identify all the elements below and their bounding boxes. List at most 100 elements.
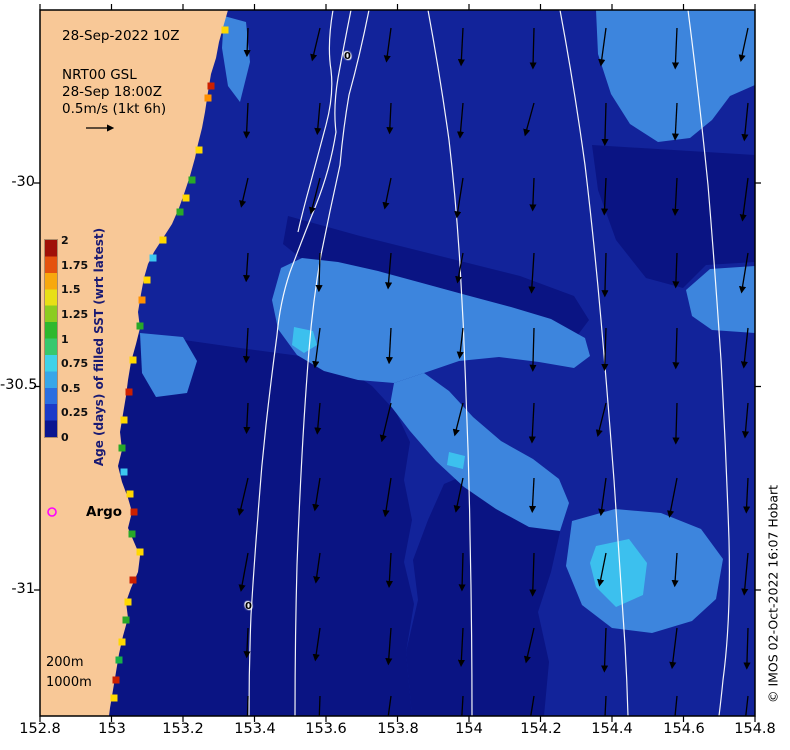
current-vector — [312, 477, 321, 512]
current-vector — [383, 27, 392, 63]
current-vector — [379, 402, 392, 443]
axis-x-tick-label: 154.6 — [663, 721, 705, 737]
timestamp-label: 28-Sep-2022 10Z — [62, 28, 180, 44]
colorbar-tick: 2 — [61, 234, 69, 247]
coastal-age-pixel — [130, 508, 138, 516]
current-vector — [741, 102, 749, 142]
current-vector — [601, 177, 609, 216]
coastal-age-pixel — [128, 530, 136, 538]
current-vector — [237, 477, 249, 516]
coastal-age-pixel — [112, 676, 120, 684]
coastal-age-pixel — [136, 548, 144, 556]
coastal-age-pixel — [126, 490, 134, 498]
current-vector — [671, 27, 680, 70]
axis-x-tick-label: 153.4 — [234, 721, 276, 737]
current-vector — [528, 477, 537, 514]
current-vector — [667, 477, 678, 518]
bathymetry-contours — [248, 10, 730, 716]
coastal-age-pixel — [136, 322, 144, 330]
current-vector — [601, 327, 609, 372]
current-vector — [601, 252, 609, 298]
argo-marker — [47, 507, 57, 517]
current-vector — [672, 327, 680, 370]
coastal-age-pixel — [195, 146, 203, 154]
current-vector — [598, 477, 607, 517]
current-vector — [457, 627, 465, 668]
credit-text: © IMOS 02-Oct-2022 16:07 Hobart — [765, 484, 781, 704]
coastal-age-pixel — [176, 208, 184, 216]
current-vector — [385, 252, 393, 290]
axis-x-tick-label: 153 — [98, 721, 126, 737]
coastal-age-pixel — [207, 82, 215, 90]
current-vector — [454, 177, 464, 219]
coastal-age-pixel — [221, 26, 229, 34]
current-vector — [739, 252, 749, 294]
coastal-age-pixel — [118, 444, 126, 452]
coastal-age-pixel — [118, 638, 126, 646]
current-vector — [312, 327, 321, 369]
current-vector — [385, 552, 393, 589]
coastal-age-pixel — [124, 598, 132, 606]
current-vector — [243, 402, 251, 435]
current-vector — [672, 402, 680, 445]
current-vector-field — [237, 27, 751, 716]
current-vector — [314, 402, 322, 435]
axis-x-tick-label: 153.8 — [377, 721, 419, 737]
axis-x-tick-label: 154.4 — [591, 721, 633, 737]
current-vector — [239, 177, 249, 208]
current-vector — [530, 695, 535, 716]
current-vector — [674, 695, 678, 716]
current-vector — [243, 27, 251, 58]
colorbar-tick: 1 — [61, 333, 69, 346]
current-vector — [740, 327, 749, 369]
current-vector — [601, 627, 609, 673]
axis-y-tick-label: -30 — [11, 174, 35, 190]
coastal-age-pixel — [125, 388, 133, 396]
axis-x-tick-label: 154 — [455, 721, 483, 737]
ocean-age-cyan-regions — [292, 327, 647, 607]
depth-label-1000m: 1000m — [46, 675, 92, 690]
current-vector — [312, 627, 321, 662]
current-vector — [529, 552, 537, 597]
current-vector — [310, 27, 321, 62]
current-vector — [386, 102, 394, 135]
coastal-age-pixel — [143, 276, 151, 284]
land-region — [40, 10, 228, 716]
colorbar-tick: 0 — [61, 431, 69, 444]
coastal-age-pixels — [110, 26, 229, 702]
current-vector — [671, 552, 679, 588]
colorbar-tick: 1.25 — [61, 308, 89, 321]
current-vector — [382, 477, 392, 518]
axis-x-tick-label: 152.8 — [19, 721, 61, 737]
coastal-age-pixel — [204, 94, 212, 102]
map-frame — [39, 9, 756, 717]
current-vector — [741, 402, 750, 439]
colorbar-tick: 0.75 — [61, 357, 89, 370]
coastal-age-pixel — [115, 656, 123, 664]
coastal-age-pixel — [182, 194, 190, 202]
coastal-age-pixel — [129, 576, 137, 584]
argo-label: Argo — [86, 504, 123, 520]
current-vector — [461, 695, 464, 716]
current-vector — [452, 402, 464, 437]
current-vector — [456, 102, 465, 139]
current-vector — [597, 552, 607, 587]
coastal-age-pixel — [149, 254, 157, 262]
current-vector — [382, 177, 392, 210]
coastal-age-pixel — [120, 416, 128, 424]
current-vector — [528, 402, 536, 444]
current-vector — [601, 102, 609, 147]
coastal-age-pixel — [188, 176, 196, 184]
axis-x-tick-label: 154.2 — [520, 721, 562, 737]
current-vector — [743, 627, 751, 670]
current-vector — [453, 477, 464, 513]
current-vector — [385, 327, 393, 365]
ocean-age-light-regions — [140, 10, 755, 633]
current-vector — [669, 627, 678, 670]
current-vector — [672, 252, 680, 289]
current-vector — [243, 252, 251, 283]
coastal-age-pixel — [110, 694, 118, 702]
colorbar-title: Age (days) of filled SST (wrt latest) — [92, 227, 106, 467]
